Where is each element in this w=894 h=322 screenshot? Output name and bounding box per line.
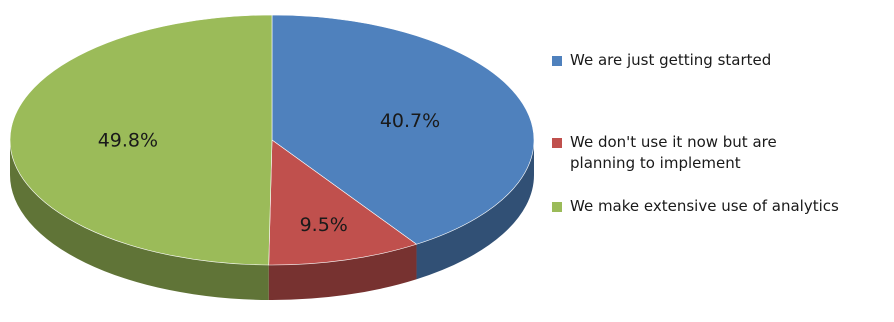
legend-item-planning-to-implement: We don't use it now but are planning to …: [552, 132, 894, 174]
legend-swatch: [552, 202, 562, 212]
legend-swatch: [552, 138, 562, 148]
chart-legend: We are just getting started We don't use…: [552, 50, 894, 217]
legend-label: We don't use it now but are planning to …: [570, 133, 777, 172]
legend-item-getting-started: We are just getting started: [552, 50, 894, 71]
legend-item-extensive-use: We make extensive use of analytics: [552, 196, 894, 217]
legend-swatch: [552, 56, 562, 66]
pie-data-label-2: 49.8%: [98, 130, 158, 152]
pie-side-1: [268, 244, 417, 300]
pie-side-2: [10, 140, 269, 300]
legend-label: We are just getting started: [570, 51, 772, 69]
pie-side-0: [416, 140, 534, 280]
pie-slice-1: [268, 139, 418, 266]
legend-label: We make extensive use of analytics: [570, 197, 839, 215]
pie-slice-2: [9, 14, 273, 266]
pie-data-label-1: 9.5%: [300, 214, 348, 236]
pie-data-label-0: 40.7%: [380, 110, 440, 132]
